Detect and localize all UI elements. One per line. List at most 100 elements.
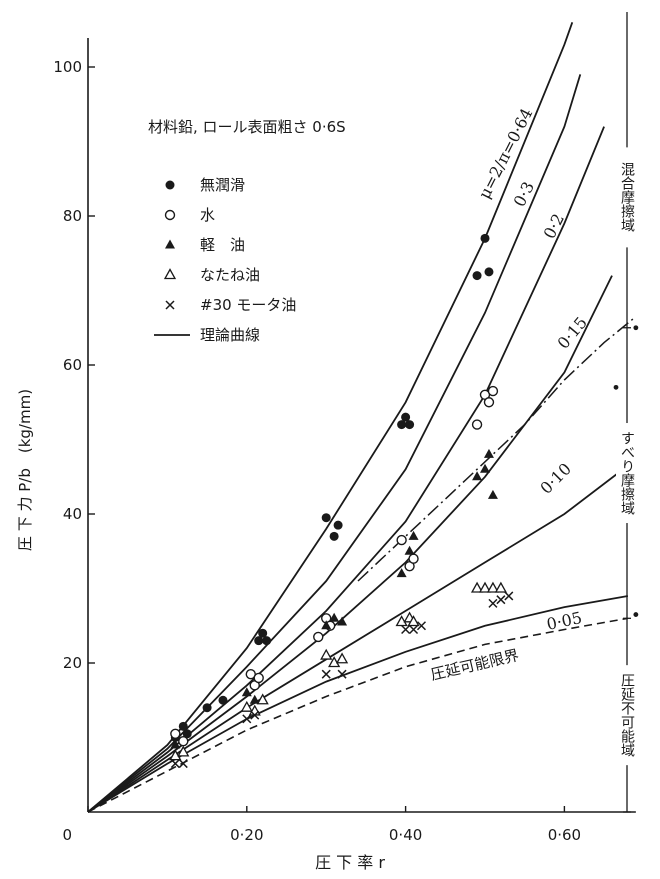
data-point: [262, 636, 272, 646]
data-point: [496, 595, 506, 605]
data-point: [404, 545, 415, 555]
data-point: [337, 669, 347, 679]
data-point: [170, 739, 181, 749]
data-point: [177, 745, 190, 757]
data-point: [253, 672, 264, 684]
y-tick-label: 40: [63, 505, 82, 523]
data-point: [472, 471, 483, 481]
limit-curve-label: 圧延可能限界: [429, 646, 521, 684]
data-point: [480, 233, 490, 243]
data-point: [170, 728, 181, 739]
data-point: [471, 419, 483, 430]
chart-title: 材料鉛, ロール表面粗さ 0·6S: [148, 118, 346, 136]
region-label: 圧延不可能域: [619, 673, 635, 757]
curve-label: 0·2: [540, 211, 568, 242]
theory-curve: [87, 21, 574, 813]
legend-label: 水: [200, 206, 215, 224]
y-axis-label: 圧 下 力 P/b (kg/mm): [16, 389, 34, 551]
limit-curve: [87, 617, 629, 813]
y-tick-label: 60: [63, 356, 82, 374]
data-point: [256, 693, 269, 705]
legend-label: #30 モータ油: [200, 296, 296, 314]
data-point: [483, 448, 494, 458]
legend-marker: [164, 209, 176, 221]
data-point: [478, 581, 492, 593]
data-point: [470, 581, 484, 593]
x-tick-label: 0: [62, 826, 72, 844]
data-point: [488, 598, 498, 608]
y-tick-label: 20: [63, 654, 82, 672]
data-point: [396, 568, 407, 578]
theory-curves: [87, 21, 637, 813]
data-point: [416, 621, 427, 631]
data-point: [182, 729, 192, 739]
data-point: [407, 615, 420, 627]
curve-label: 0·15: [554, 313, 591, 353]
data-point: [254, 636, 264, 646]
legend-label: なたね油: [200, 266, 260, 284]
boundary-curve: [357, 316, 637, 582]
stray-mark: [633, 612, 639, 617]
data-point: [241, 687, 252, 697]
data-point: [242, 714, 252, 724]
data-point: [321, 620, 332, 630]
data-point: [202, 703, 212, 713]
x-tick-label: 0·40: [389, 826, 422, 844]
legend-marker: [163, 268, 177, 280]
data-point: [169, 749, 182, 761]
x-axis-label: 圧 下 率 r: [315, 853, 385, 872]
data-point: [408, 530, 419, 540]
data-point: [328, 656, 341, 668]
data-point: [397, 420, 407, 430]
region-label-bg: [616, 423, 638, 524]
data-point: [178, 736, 189, 747]
data-point: [335, 652, 349, 664]
data-point: [249, 694, 260, 704]
data-point: [337, 616, 348, 626]
x-tick-label: 0·20: [230, 826, 263, 844]
data-points: [169, 233, 639, 769]
data-point: [321, 513, 331, 523]
data-point: [487, 385, 499, 397]
data-point: [408, 553, 419, 564]
theory-curve: [87, 126, 605, 813]
data-point: [329, 531, 339, 541]
region-label-bg: [616, 147, 638, 248]
data-point: [313, 631, 324, 643]
data-point: [504, 591, 514, 601]
curve-label: 0·10: [536, 459, 575, 498]
data-point: [486, 581, 500, 593]
data-point: [178, 759, 188, 769]
data-point: [484, 267, 494, 277]
data-point: [401, 624, 411, 635]
data-point: [409, 624, 419, 635]
y-tick-label: 80: [63, 207, 82, 225]
legend-marker: [165, 239, 175, 249]
legend-marker: [165, 180, 175, 190]
data-point: [396, 534, 407, 546]
data-point: [405, 420, 415, 430]
region-label: すべり摩擦域: [619, 431, 635, 515]
curve-label: 0·05: [545, 608, 584, 634]
theory-curve: [87, 74, 582, 813]
region-label: 混合摩擦域: [619, 162, 635, 232]
data-point: [333, 520, 343, 530]
curve-label: 0·3: [510, 179, 538, 210]
x-tick-label: 0·60: [548, 826, 581, 844]
legend-label: 無潤滑: [200, 176, 245, 194]
data-point: [240, 700, 253, 712]
data-point: [483, 397, 495, 408]
data-point: [401, 412, 411, 422]
stray-mark: [613, 384, 619, 390]
data-point: [258, 628, 268, 638]
data-point: [170, 759, 180, 769]
legend-label: 軽 油: [200, 236, 245, 254]
region-label-bg: [616, 665, 638, 766]
data-point: [472, 271, 482, 281]
theory-curve: [87, 464, 629, 813]
theory-curve: [87, 275, 613, 813]
data-point: [487, 489, 498, 499]
